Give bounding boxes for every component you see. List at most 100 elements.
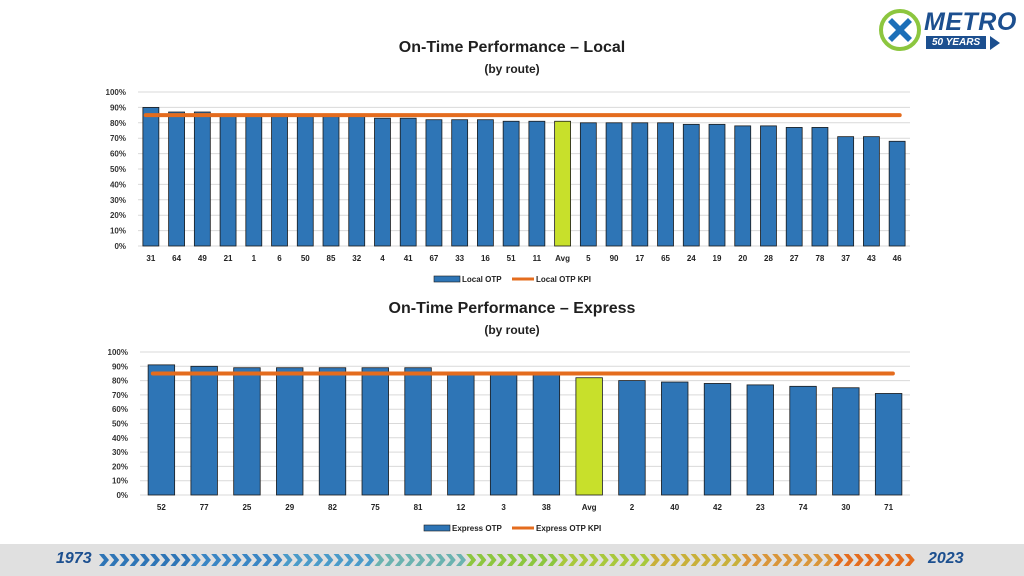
x-tick-label: Avg — [555, 254, 570, 263]
timeline-chevron-icon — [343, 554, 354, 566]
x-tick-label: 27 — [790, 254, 799, 263]
x-tick-label: 17 — [635, 254, 644, 263]
end-year: 2023 — [928, 550, 964, 567]
timeline-chevron-icon — [170, 554, 181, 566]
timeline-chevron-icon — [466, 554, 477, 566]
y-tick-label: 90% — [112, 362, 128, 371]
timeline-chevron-icon — [394, 554, 405, 566]
timeline-chevron-icon — [802, 554, 813, 566]
express-chart-subtitle: (by route) — [484, 323, 540, 337]
bar — [477, 119, 494, 247]
x-tick-label: 31 — [146, 254, 155, 263]
x-tick-label: 49 — [198, 254, 207, 263]
x-tick-label: 16 — [481, 254, 490, 263]
timeline-chevron-icon — [415, 554, 426, 566]
x-tick-label: 25 — [242, 503, 251, 512]
y-tick-label: 40% — [110, 180, 126, 189]
y-tick-label: 40% — [112, 434, 128, 443]
legend-swatch-bar — [433, 275, 461, 283]
timeline-chevron-icon — [833, 554, 844, 566]
timeline-chevron-icon — [303, 554, 313, 566]
x-tick-label: 38 — [542, 503, 551, 512]
x-tick-label: 85 — [327, 254, 336, 263]
y-tick-label: 20% — [110, 211, 126, 220]
timeline-chevron-icon — [547, 554, 558, 566]
local-otp-chart: 0%10%20%30%40%50%60%70%80%90%100%31 64 49 2… — [106, 88, 910, 284]
bar — [811, 127, 829, 247]
timeline-chevron-icon — [527, 554, 538, 566]
timeline-chevron-icon — [272, 554, 283, 566]
x-tick-label: 81 — [414, 503, 423, 512]
x-tick-label: 40 — [670, 503, 679, 512]
x-tick-label: 42 — [713, 503, 722, 512]
y-tick-label: 10% — [110, 227, 126, 236]
bar — [451, 119, 469, 247]
timeline-chevron-icon — [813, 554, 823, 566]
timeline-chevron-icon — [670, 554, 681, 566]
x-tick-label: 41 — [404, 254, 413, 263]
timeline-chevron-icon — [119, 554, 130, 566]
bar — [233, 367, 261, 496]
x-tick-label: 77 — [200, 503, 209, 512]
timeline-chevron-icon — [354, 554, 364, 566]
bar — [190, 365, 218, 496]
bar — [374, 117, 391, 247]
x-tick-label: 43 — [867, 254, 876, 263]
bar — [888, 140, 906, 247]
metro-logo: METRO 50 YEARS — [878, 8, 1018, 54]
timeline-chevron-icon — [384, 554, 395, 566]
timeline-chevron-icon — [904, 554, 915, 566]
y-tick-label: 70% — [110, 134, 126, 143]
y-tick-label: 60% — [112, 405, 128, 414]
timeline-chevron-icon — [190, 554, 201, 566]
y-tick-label: 80% — [110, 119, 126, 128]
bar — [605, 122, 623, 247]
y-tick-label: 90% — [110, 103, 126, 112]
x-tick-label: 78 — [815, 254, 824, 263]
timeline-chevron-icon — [139, 554, 150, 566]
legend-label: Express OTP — [452, 524, 502, 533]
bar — [404, 367, 432, 496]
footer-timeline: 1973 2023 — [0, 544, 1024, 576]
y-tick-label: 100% — [106, 88, 126, 97]
bar — [708, 123, 726, 247]
metro-logo-text: METRO — [924, 8, 1017, 36]
bar — [579, 122, 597, 247]
timeline-chevron-icon — [894, 554, 905, 566]
bar — [528, 120, 546, 247]
timeline-chevron-icon — [680, 554, 691, 566]
legend-label: Local OTP KPI — [536, 275, 591, 284]
timeline-chevron-icon — [507, 554, 517, 566]
timeline-chevron-icon — [109, 554, 120, 566]
timeline-chevron-icon — [364, 554, 375, 566]
timeline-chevron-icon — [639, 554, 650, 566]
x-tick-label: 64 — [172, 254, 181, 263]
legend-swatch-bar — [423, 524, 451, 532]
timeline-chevron-icon — [129, 554, 140, 566]
bar — [142, 107, 160, 247]
timeline-chevron-icon — [864, 554, 874, 566]
x-tick-label: 67 — [429, 254, 438, 263]
x-tick-label: 46 — [893, 254, 902, 263]
y-tick-label: 70% — [112, 391, 128, 400]
bar — [168, 111, 185, 247]
bar — [703, 383, 732, 496]
x-tick-label: 24 — [687, 254, 696, 263]
y-tick-label: 30% — [110, 196, 126, 205]
bar — [863, 136, 880, 247]
bar — [532, 374, 561, 496]
bar — [631, 122, 649, 247]
x-tick-label: 1 — [252, 254, 257, 263]
bar — [193, 111, 211, 247]
timeline-chevron-icon — [741, 554, 752, 566]
timeline-chevron-icon — [282, 554, 293, 566]
x-tick-label: 71 — [884, 503, 893, 512]
local-chart-subtitle: (by route) — [484, 62, 540, 76]
x-tick-label: 11 — [533, 254, 542, 263]
bar-average — [554, 120, 571, 247]
timeline-chevron-icon — [598, 554, 609, 566]
bar — [489, 373, 518, 496]
timeline-chevron-icon — [160, 554, 171, 566]
x-tick-label: 2 — [630, 503, 635, 512]
timeline-chevron-icon — [333, 554, 344, 566]
